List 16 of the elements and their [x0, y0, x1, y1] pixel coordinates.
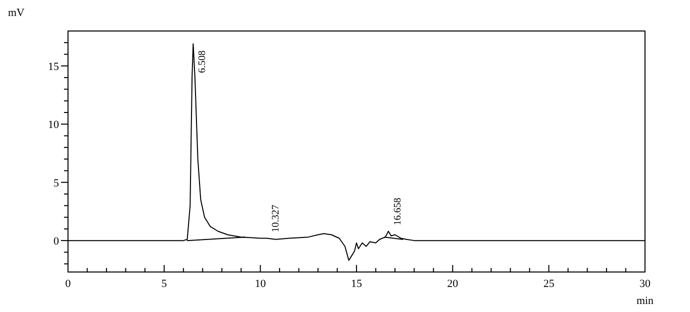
y-tick-label: 5 [54, 177, 60, 190]
y-axis-title: mV [8, 7, 25, 19]
x-tick-label: 5 [161, 278, 168, 290]
x-tick-label: 0 [65, 278, 72, 290]
x-tick-label: 10 [254, 278, 266, 290]
x-tick-label: 25 [543, 278, 555, 290]
x-tick-label: 30 [640, 278, 651, 290]
y-tick-label: 15 [48, 60, 60, 73]
y-tick-label: 0 [54, 236, 60, 248]
x-axis-title: min [636, 295, 654, 307]
annotation: 16.658 [392, 198, 404, 226]
x-tick-label: 15 [351, 278, 362, 290]
y-tick-label: 10 [48, 119, 60, 132]
annotation: 6.508 [197, 50, 208, 73]
x-tick-label: 20 [447, 278, 459, 290]
annotation: 10.327 [270, 204, 282, 232]
